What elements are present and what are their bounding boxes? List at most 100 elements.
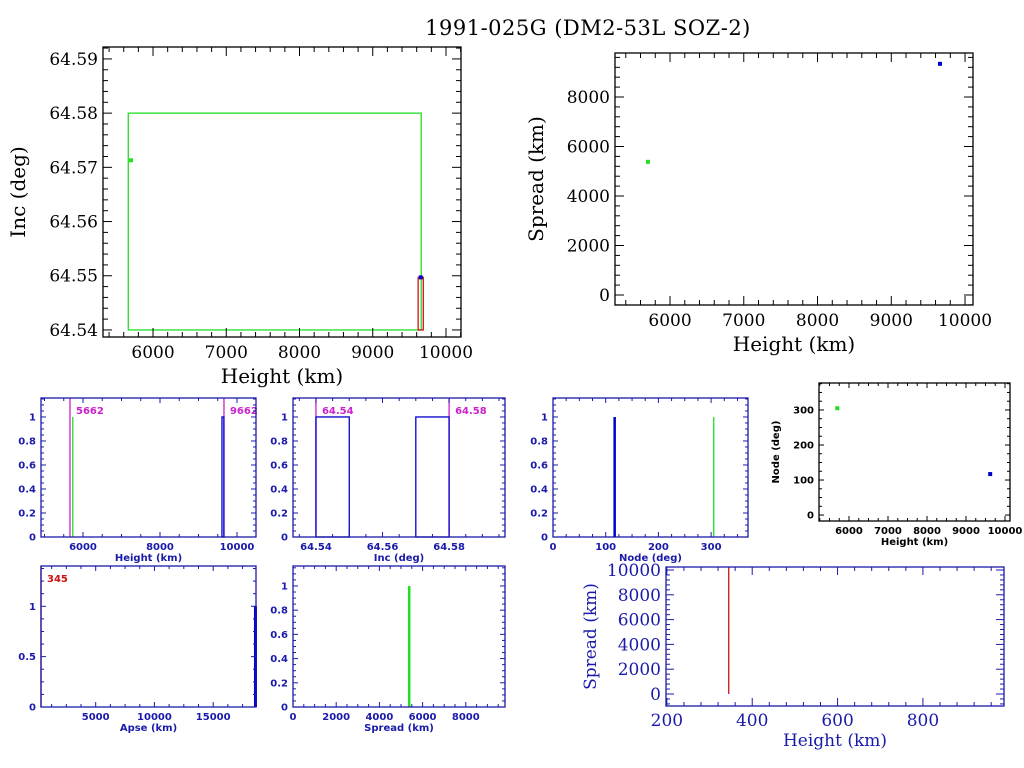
x-tick-label: 9000	[952, 526, 980, 537]
x-tick-label: 800	[907, 711, 939, 731]
y-tick-label: 0	[650, 685, 661, 705]
marker-label: 64.54	[322, 406, 354, 417]
x-tick-label: 6000	[409, 712, 437, 723]
x-tick-label: 6000	[69, 542, 97, 553]
y-tick-label: 1	[29, 602, 36, 613]
x-tick-label: 10000	[137, 712, 172, 723]
x-tick-label: 600	[821, 711, 853, 731]
y-tick-label: 64.59	[49, 50, 98, 70]
x-axis-label: Height (km)	[221, 364, 343, 388]
x-axis-label: Node (deg)	[619, 553, 682, 564]
x-tick-label: 8000	[796, 311, 839, 331]
x-axis-label: Inc (deg)	[374, 553, 425, 564]
y-tick-label: 1	[281, 581, 288, 592]
x-tick-label: 400	[736, 711, 768, 731]
y-tick-label: 0.4	[270, 484, 288, 495]
x-tick-label: 64.54	[300, 542, 332, 553]
plot-frame	[552, 397, 749, 538]
x-tick-label: 200	[648, 542, 669, 553]
y-tick-label: 4000	[567, 187, 610, 207]
apse-histogram-panel: 345 5000 10000 15000 0 0.5 1 Apse (km)	[18, 565, 257, 734]
x-tick-label: 8000	[913, 526, 941, 537]
x-tick-label: 300	[701, 542, 722, 553]
y-tick-label: 10000	[607, 561, 661, 581]
y-axis-label: Spread (km)	[581, 583, 601, 690]
marker-label: 345	[47, 574, 68, 585]
bar-outline	[315, 416, 350, 538]
y-tick-label: 0.8	[270, 436, 288, 447]
bar-outline	[127, 112, 422, 331]
data-point	[937, 61, 942, 66]
y-tick-label: 64.56	[49, 212, 98, 232]
y-axis-label: Node (deg)	[771, 421, 782, 484]
plot-frame	[292, 397, 506, 538]
x-tick-label: 9000	[870, 311, 913, 331]
x-tick-label: 10000	[419, 343, 473, 363]
spread-histogram-panel: 0 2000 4000 6000 8000 0 0.2 0.4 0.6 0.8 1 Spread (k…	[270, 565, 506, 734]
y-tick-label: 8000	[618, 586, 661, 606]
y-tick-label: 0.6	[270, 460, 288, 471]
x-axis-label: Height (km)	[783, 731, 887, 751]
x-tick-label: 100	[595, 542, 616, 553]
x-tick-label: 64.56	[367, 542, 399, 553]
x-tick-label: 0	[290, 712, 297, 723]
y-tick-label: 6000	[618, 611, 661, 631]
chart-title: 1991-025G (DM2-53L SOZ-2)	[425, 16, 751, 40]
x-tick-label: 8000	[452, 712, 480, 723]
plot-frame	[40, 397, 257, 538]
y-tick-label: 0.4	[270, 654, 288, 665]
x-tick-label: 10000	[988, 526, 1023, 537]
y-tick-label: 0	[599, 286, 610, 306]
plot-frame	[102, 46, 462, 338]
y-tick-label: 6000	[567, 137, 610, 157]
y-axis-label: Spread (km)	[524, 116, 548, 242]
y-tick-label: 1	[541, 412, 548, 423]
y-tick-label: 0.8	[18, 436, 36, 447]
x-tick-label: 200	[651, 711, 683, 731]
y-tick-label: 64.55	[49, 267, 98, 287]
y-tick-label: 0.2	[270, 508, 288, 519]
inc-vs-height-panel: 6000 7000 8000 9000 10000 64.54 64.55 64.56 64.5…	[6, 46, 473, 388]
plot-frame	[292, 565, 506, 708]
x-tick-label: 10000	[938, 311, 992, 331]
y-tick-label: 0.2	[530, 508, 548, 519]
y-tick-label: 64.58	[49, 104, 98, 124]
x-axis-label: Height (km)	[733, 332, 855, 356]
x-tick-label: 6000	[131, 343, 174, 363]
x-axis-label: Height (km)	[881, 537, 948, 548]
node-histogram-panel: 0 100 200 300 0 0.2 0.4 0.6 0.8 1 Node (deg)	[530, 397, 749, 564]
y-tick-label: 4000	[618, 635, 661, 655]
y-axis-label: Inc (deg)	[6, 146, 30, 237]
marker-label: 5662	[76, 406, 104, 417]
node-vs-height-panel: 6000 7000 8000 9000 10000 0 100 200 300 Height (k…	[771, 382, 1023, 548]
x-axis-label: Spread (km)	[364, 723, 434, 734]
x-axis-label: Height (km)	[115, 553, 182, 564]
y-tick-label: 0.6	[530, 460, 548, 471]
spread-vs-height-panel: 6000 7000 8000 9000 1000002000400060008000He…	[524, 52, 992, 356]
data-point	[645, 159, 650, 164]
height-histogram-panel: 5662 9662 6000 8000 10000 0 0.2 0.4 0.6 0.8 1 Heigh…	[18, 397, 258, 564]
y-tick-label: 0	[541, 533, 548, 544]
x-tick-label: 4000	[365, 712, 393, 723]
y-tick-label: 1	[29, 412, 36, 423]
x-tick-label: 6000	[648, 311, 691, 331]
y-tick-label: 0	[29, 533, 36, 544]
y-tick-label: 0.8	[530, 436, 548, 447]
spread-vs-perigee-height-panel: 200 400 600 8000200040006000800010000Height…	[581, 561, 1005, 751]
y-tick-label: 0.2	[18, 508, 36, 519]
y-tick-label: 0.2	[270, 678, 288, 689]
y-tick-label: 0	[281, 533, 288, 544]
y-tick-label: 0	[281, 703, 288, 714]
plot-frame	[40, 565, 257, 708]
y-tick-label: 64.54	[49, 321, 98, 341]
x-tick-label: 10000	[220, 542, 255, 553]
marker-label: 64.58	[455, 406, 487, 417]
data-point	[418, 275, 423, 280]
marker-label: 9662	[230, 406, 258, 417]
x-tick-label: 7000	[205, 343, 248, 363]
y-tick-label: 0.4	[530, 484, 548, 495]
bar-outline	[415, 416, 450, 538]
y-tick-label: 2000	[618, 660, 661, 680]
x-tick-label: 8000	[278, 343, 321, 363]
y-tick-label: 0.4	[18, 484, 36, 495]
